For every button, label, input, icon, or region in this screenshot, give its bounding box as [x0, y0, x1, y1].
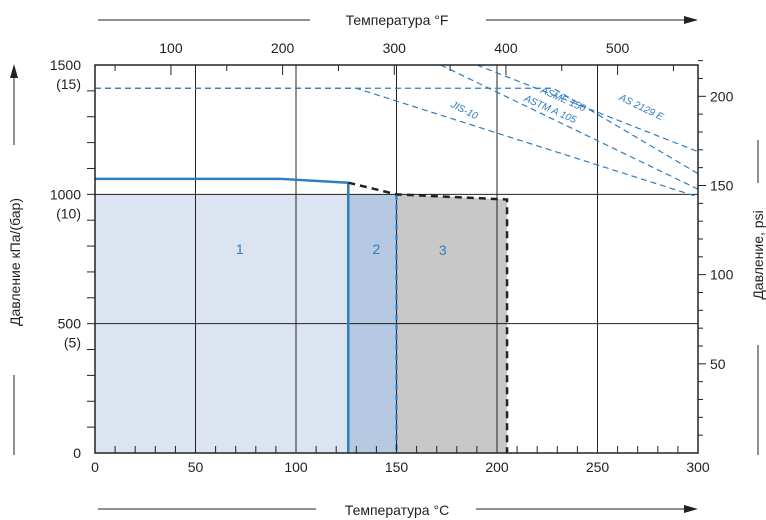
x-tick-label: 50: [188, 459, 204, 475]
x-axis-title: Температура °C: [345, 502, 449, 518]
y2-axis-title: Давление, psi: [750, 210, 766, 299]
x2-tick-label: 300: [383, 40, 407, 56]
axis-arrowhead: [684, 505, 698, 513]
y-tick-label: 1500: [50, 57, 81, 73]
x-tick-label: 0: [91, 459, 99, 475]
x-tick-label: 150: [385, 459, 409, 475]
series-line-1: [347, 181, 509, 453]
y2-tick-label: 200: [710, 88, 734, 104]
axis-arrowhead: [10, 64, 18, 78]
reference-line-label-3: AS 2129 E: [616, 92, 665, 123]
axis-arrowhead: [684, 16, 698, 24]
x-tick-label: 300: [686, 459, 710, 475]
region-label-2: 2: [373, 241, 381, 257]
series-layer: [95, 177, 509, 453]
x2-tick-label: 200: [271, 40, 295, 56]
x2-tick-label: 400: [494, 40, 518, 56]
ticks-layer: [87, 60, 706, 453]
y-tick-sublabel: (5): [64, 335, 81, 351]
reference-line-1: [95, 87, 699, 175]
y2-tick-label: 50: [710, 356, 726, 372]
reference-line-3: [476, 64, 699, 153]
y-tick-sublabel: (15): [56, 76, 81, 92]
grid-layer: [95, 65, 698, 453]
x-tick-label: 100: [284, 459, 308, 475]
y-tick-sublabel: (10): [56, 205, 81, 221]
x-tick-label: 250: [586, 459, 610, 475]
y-tick-label: 0: [73, 445, 81, 461]
x2-tick-label: 100: [159, 40, 183, 56]
y-tick-label: 1000: [50, 186, 81, 202]
reference-line-2: [440, 64, 699, 190]
x2-tick-label: 500: [606, 40, 630, 56]
reference-lines-layer: [95, 64, 699, 198]
series-line-0: [95, 177, 349, 184]
region-label-1: 1: [236, 241, 244, 257]
y2-tick-label: 100: [710, 267, 734, 283]
region-label-3: 3: [439, 242, 447, 258]
x2-axis-title: Температура °F: [346, 12, 449, 28]
x-tick-label: 200: [485, 459, 509, 475]
y-axis-title: Давление кПа/(бар): [7, 198, 23, 326]
y2-tick-label: 150: [710, 177, 734, 193]
y-tick-label: 500: [58, 316, 82, 332]
